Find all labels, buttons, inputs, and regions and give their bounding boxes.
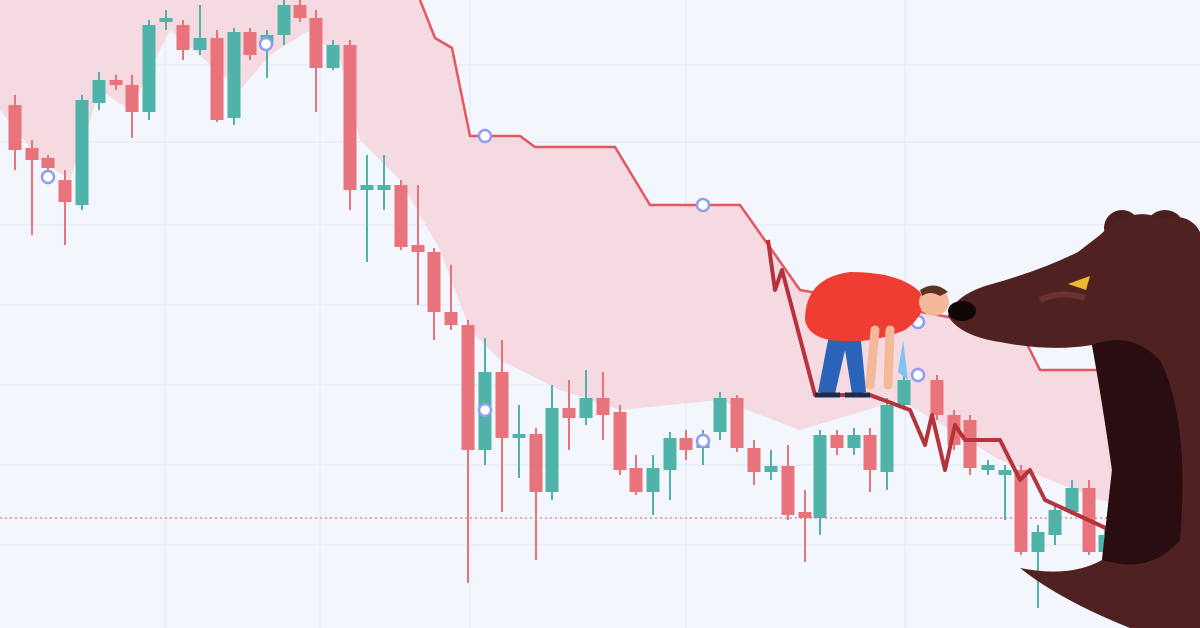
candle-body <box>1031 532 1045 552</box>
marker <box>258 36 274 52</box>
candle-body <box>326 45 340 68</box>
candle-body <box>394 185 408 247</box>
bear-eye <box>1068 276 1090 290</box>
candle-body <box>210 38 224 120</box>
candle-body <box>461 325 475 450</box>
candle-body <box>863 435 877 470</box>
candle-body <box>747 448 761 472</box>
plot <box>0 0 1200 608</box>
candle-body <box>880 405 894 472</box>
candle-body <box>193 38 207 50</box>
marker <box>477 402 493 418</box>
candle-body <box>41 158 55 168</box>
candle-body <box>713 398 727 432</box>
candle-body <box>730 398 744 448</box>
candle-body <box>243 32 257 55</box>
bear-mouth <box>1092 340 1183 565</box>
candle-body <box>646 468 660 492</box>
candle-body <box>159 18 173 22</box>
candle-body <box>930 380 944 415</box>
candle-body <box>629 468 643 492</box>
marker <box>910 367 926 383</box>
candle-body <box>411 245 425 252</box>
candle-body <box>176 25 190 50</box>
candle-body <box>309 18 323 68</box>
bear-illustration <box>948 210 1200 628</box>
candle-body <box>781 466 795 515</box>
candle-body <box>293 5 307 18</box>
candle-body <box>963 420 977 468</box>
candle-body <box>764 466 778 472</box>
candle-body <box>897 380 911 405</box>
candle-body <box>427 252 441 312</box>
candle-body <box>142 25 156 112</box>
candle-body <box>75 100 89 205</box>
man-hair <box>920 285 948 296</box>
candle-body <box>998 470 1012 475</box>
candle-body <box>125 85 139 112</box>
line-markers <box>40 36 926 449</box>
marker <box>477 128 493 144</box>
candle-body <box>277 5 291 35</box>
candle-body <box>613 412 627 470</box>
candle-body <box>562 408 576 418</box>
candle-body <box>25 148 39 160</box>
marker <box>695 197 711 213</box>
candle-body <box>679 438 693 450</box>
candle-body <box>981 465 995 470</box>
bear-snout <box>1038 291 1086 303</box>
candle-body <box>545 408 559 492</box>
candle-body <box>847 435 861 448</box>
candle-body <box>529 434 543 492</box>
candle-body <box>58 180 72 202</box>
candle-body <box>579 398 593 418</box>
candle-body <box>663 438 677 470</box>
marker <box>695 433 711 449</box>
bear-nose <box>948 301 976 321</box>
candle-body <box>444 312 458 325</box>
man-illustration <box>805 272 949 398</box>
candle-body <box>360 185 374 190</box>
man-pants <box>818 330 866 394</box>
man-sweat <box>898 340 908 380</box>
man-arms <box>865 325 895 390</box>
candle-body <box>227 32 241 118</box>
candle-body <box>1048 510 1062 535</box>
candle-body <box>8 105 22 150</box>
candle-body <box>1014 470 1028 552</box>
man-shirt <box>805 272 923 342</box>
candle-body <box>1065 488 1079 512</box>
candle-body <box>343 45 357 190</box>
candle-body <box>830 435 844 448</box>
candle-body <box>92 80 106 103</box>
line-series <box>766 239 1111 532</box>
candle-body <box>377 185 391 190</box>
candle-body <box>813 435 827 518</box>
candle-body <box>495 372 509 438</box>
candle-body <box>109 80 123 85</box>
candle-body <box>596 398 610 415</box>
candle-body <box>798 512 812 518</box>
candle-body <box>512 434 526 438</box>
marker <box>40 169 56 185</box>
